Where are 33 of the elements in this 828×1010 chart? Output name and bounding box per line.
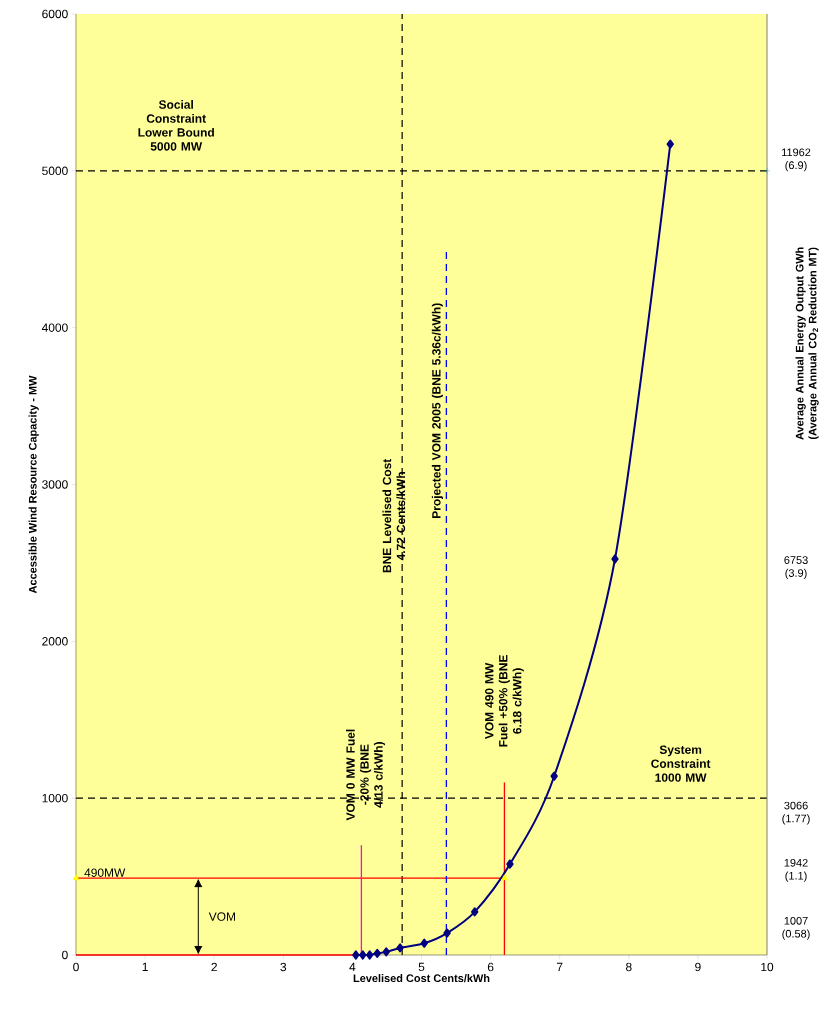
- y-tick-label: 1000: [42, 793, 68, 803]
- x-tick-label: 1: [142, 962, 148, 971]
- annotation: 490MW: [84, 868, 126, 877]
- y-tick-label: 4000: [41, 323, 68, 332]
- ref-line-label: System Constraint 1000 MW: [651, 745, 711, 782]
- annotation: VOM: [208, 912, 235, 921]
- x-tick-label: 2: [211, 962, 217, 972]
- x-tick-label: 9: [695, 962, 701, 972]
- x-tick-label: 5: [418, 962, 425, 972]
- x-axis-title: Levelised Cost Cents/kWh: [353, 974, 490, 983]
- ref-line-label: Social Constraint Lower Bound 5000 MW: [138, 100, 214, 151]
- x-tick-label: 4: [349, 962, 356, 971]
- y-tick-label: 6000: [42, 9, 68, 19]
- text: 1942 (1.1): [784, 858, 808, 882]
- x-tick-label: 0: [73, 962, 79, 972]
- annotation: Projected VOM 2005 (BNE 5.36c/kWh): [431, 303, 443, 518]
- y-tick-label: 2000: [42, 637, 68, 646]
- x-tick-label: 8: [625, 962, 632, 972]
- annotation: VOM 0 MW Fuel -20% (BNE 4/13 c/kWh): [346, 729, 386, 821]
- ref-line-label: BNE Levelised Cost 4.72 Cents/kWh: [382, 458, 406, 573]
- x-tick-label: 6: [487, 962, 494, 972]
- x-tick-label: 10: [761, 962, 774, 972]
- y-tick-label: 5000: [42, 166, 68, 176]
- y-axis-title: Accessible Wind Resource Capacity - MW: [28, 375, 39, 594]
- text: 6753 (3.9): [784, 556, 808, 580]
- y-tick-label: 3000: [42, 480, 68, 489]
- x-tick-label: 3: [280, 962, 287, 972]
- y-tick-label: 0: [62, 950, 68, 960]
- x-tick-label: 7: [556, 962, 563, 971]
- text: 11962 (6.9): [782, 148, 811, 172]
- annotation: VOM 490 MW Fuel +50% (BNE 6.18 c/kWh): [485, 655, 524, 747]
- text: 3066 (1.77): [782, 801, 810, 825]
- text: 1007 (0.58): [782, 916, 810, 940]
